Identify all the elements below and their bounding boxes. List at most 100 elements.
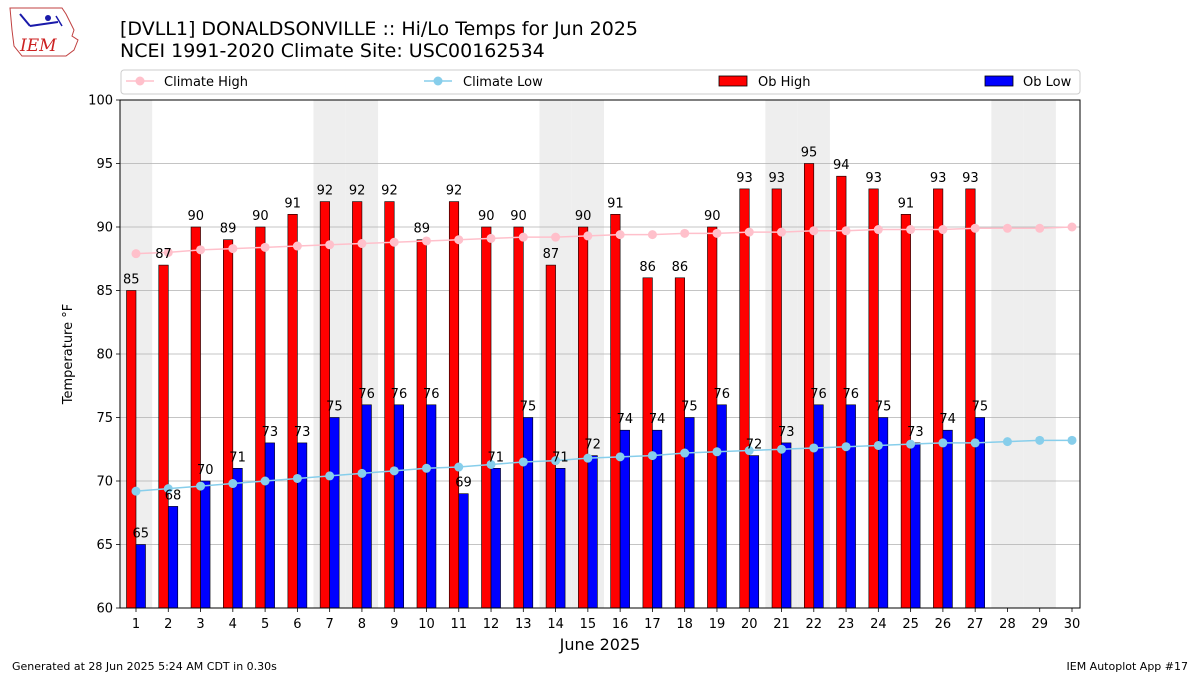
climate-low-point-18 bbox=[680, 448, 690, 458]
ob-high-label-20: 93 bbox=[736, 171, 753, 186]
ob-high-label-21: 93 bbox=[768, 171, 785, 186]
ob-low-label-22: 76 bbox=[810, 387, 827, 402]
logo-text: IEM bbox=[19, 36, 57, 56]
ob-high-bar-11 bbox=[448, 201, 460, 609]
bar-labels: 85 87 90 89 90 91 92 92 92 89 92 90 90 87 90 91 86 86 90 93… bbox=[123, 146, 988, 542]
x-tick-label-28: 28 bbox=[999, 617, 1016, 632]
ob-low-bar-9 bbox=[393, 404, 405, 609]
climate-low-point-26 bbox=[938, 438, 948, 448]
ob-low-bar-4 bbox=[232, 467, 243, 609]
x-tick-label-19: 19 bbox=[709, 617, 726, 632]
climate-high-point-25 bbox=[906, 225, 916, 235]
ob-high-bar-10 bbox=[416, 239, 427, 609]
ob-low-label-6: 73 bbox=[294, 425, 311, 440]
ob-low-label-16: 74 bbox=[617, 412, 634, 427]
ob-low-label-20: 72 bbox=[746, 438, 763, 453]
x-tick-label-23: 23 bbox=[838, 617, 855, 632]
x-tick-label-22: 22 bbox=[806, 617, 823, 632]
ob-high-label-12: 90 bbox=[478, 209, 495, 224]
climate-high-point-16 bbox=[615, 230, 625, 240]
climate-low-point-28 bbox=[1002, 437, 1012, 447]
x-tick-label-5: 5 bbox=[261, 617, 269, 632]
ob-low-bar-19 bbox=[716, 404, 727, 609]
ob-high-label-7: 92 bbox=[317, 184, 334, 199]
legend: Climate High Climate Low Ob High Ob Low bbox=[120, 69, 1081, 95]
ob-high-bar-1 bbox=[126, 290, 137, 609]
ob-high-label-9: 92 bbox=[381, 184, 398, 199]
ob-low-bar-25 bbox=[910, 442, 921, 609]
ob-high-label-2: 87 bbox=[155, 247, 172, 262]
ob-low-label-24: 75 bbox=[875, 400, 892, 415]
climate-low-point-8 bbox=[357, 468, 367, 478]
climate-high-line bbox=[135, 226, 1073, 255]
y-tick-label-75: 75 bbox=[96, 411, 113, 426]
climate-high-point-10 bbox=[421, 236, 431, 246]
ob-high-bar-19 bbox=[707, 226, 718, 609]
climate-high-point-15 bbox=[583, 231, 593, 241]
ob-high-label-19: 90 bbox=[704, 209, 721, 224]
ob-high-label-3: 90 bbox=[188, 209, 205, 224]
ob-low-label-12: 71 bbox=[488, 450, 505, 465]
ob-high-bar-9 bbox=[384, 201, 395, 609]
weather-station-icon bbox=[19, 13, 63, 27]
ob-high-label-8: 92 bbox=[349, 184, 366, 199]
climate-high-point-20 bbox=[744, 227, 754, 237]
climate-low-point-17 bbox=[647, 451, 657, 461]
climate-high-point-2 bbox=[163, 247, 173, 257]
x-tick-label-14: 14 bbox=[547, 617, 564, 632]
x-tick-label-29: 29 bbox=[1031, 617, 1048, 632]
x-tick-label-11: 11 bbox=[450, 617, 467, 632]
ob-low-bar-3 bbox=[200, 480, 211, 609]
climate-high-point-9 bbox=[389, 237, 399, 247]
x-tick-label-13: 13 bbox=[515, 617, 532, 632]
climate-high-point-12 bbox=[486, 233, 496, 243]
ob-high-label-24: 93 bbox=[865, 171, 882, 186]
y-tick-label-60: 60 bbox=[96, 602, 113, 617]
ob-low-label-15: 72 bbox=[584, 438, 601, 453]
ob-high-label-25: 91 bbox=[898, 196, 915, 211]
x-tick-label-21: 21 bbox=[773, 617, 790, 632]
ob-high-bar-3 bbox=[190, 226, 201, 609]
x-tick-label-6: 6 bbox=[293, 617, 301, 632]
iem-logo: IEM bbox=[9, 7, 79, 57]
climate-low-point-29 bbox=[1035, 435, 1045, 445]
climate-low-point-7 bbox=[325, 471, 335, 481]
ob-low-bar-7 bbox=[329, 417, 340, 609]
x-tick-label-1: 1 bbox=[132, 617, 140, 632]
x-tick-label-10: 10 bbox=[418, 617, 435, 632]
climate-low-line bbox=[135, 439, 1072, 492]
x-tick-label-17: 17 bbox=[644, 617, 661, 632]
y-tick-label-95: 95 bbox=[96, 157, 113, 172]
ob-low-label-17: 74 bbox=[649, 412, 666, 427]
ob-low-label-27: 75 bbox=[972, 400, 989, 415]
climate-high-point-19 bbox=[712, 228, 722, 238]
climate-low-point-1 bbox=[131, 486, 141, 496]
climate-lines bbox=[131, 222, 1077, 496]
ob-high-label-18: 86 bbox=[672, 260, 689, 275]
ob-high-bar-2 bbox=[158, 264, 169, 609]
x-tick-label-24: 24 bbox=[870, 617, 887, 632]
climate-low-point-22 bbox=[809, 443, 819, 453]
x-tick-label-20: 20 bbox=[741, 617, 758, 632]
climate-low-point-9 bbox=[389, 466, 399, 476]
x-axis-label: June 2025 bbox=[559, 635, 641, 654]
ob-high-bar-6 bbox=[287, 214, 298, 609]
ob-high-label-4: 89 bbox=[220, 222, 237, 237]
climate-high-point-14 bbox=[551, 232, 561, 242]
climate-high-point-5 bbox=[260, 242, 270, 252]
ob-high-bar-8 bbox=[352, 201, 363, 609]
climate-high-point-30 bbox=[1067, 222, 1077, 232]
climate-high-point-23 bbox=[841, 226, 851, 236]
climate-high-point-8 bbox=[357, 239, 367, 249]
ob-low-bar-15 bbox=[587, 455, 598, 609]
ob-low-bar-13 bbox=[523, 417, 534, 609]
ob-high-label-26: 93 bbox=[930, 171, 947, 186]
ob-low-bar-2 bbox=[167, 506, 179, 609]
y-tick-label-85: 85 bbox=[96, 284, 113, 299]
ob-low-label-26: 74 bbox=[939, 412, 956, 427]
x-tick-label-18: 18 bbox=[676, 617, 693, 632]
ob-low-bar-23 bbox=[845, 404, 856, 609]
x-tick-label-27: 27 bbox=[967, 617, 984, 632]
x-tick-label-8: 8 bbox=[358, 617, 366, 632]
ob-high-label-15: 90 bbox=[575, 209, 592, 224]
